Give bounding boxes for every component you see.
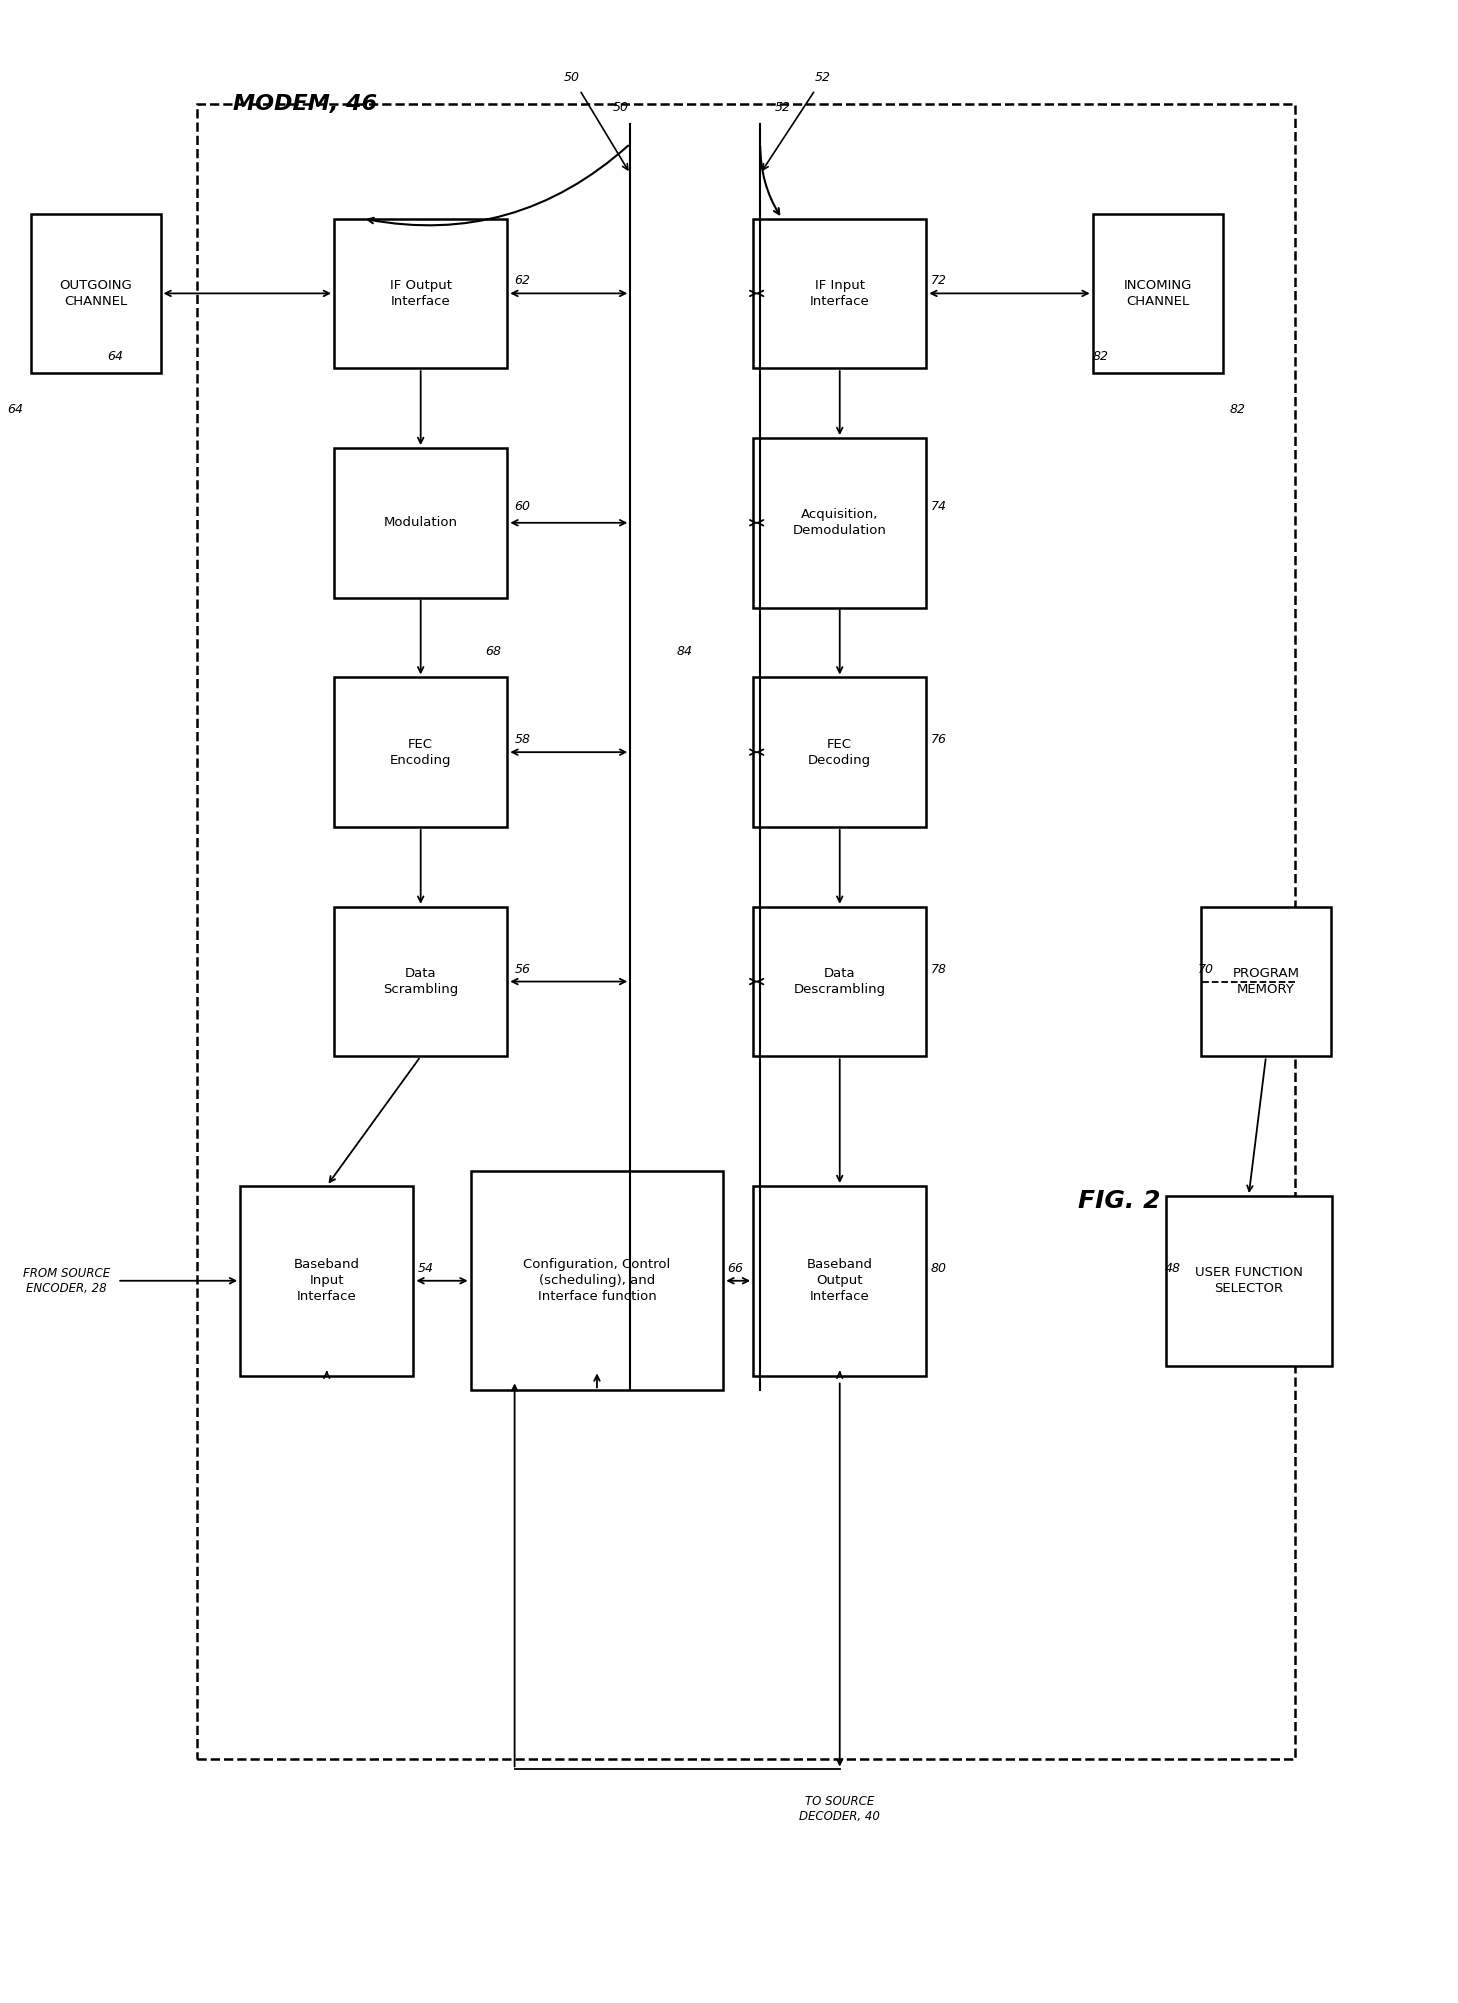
Text: Configuration, Control
(scheduling), and
Interface function: Configuration, Control (scheduling), and… <box>523 1258 671 1304</box>
Text: 52: 52 <box>815 70 831 84</box>
Text: PROGRAM
MEMORY: PROGRAM MEMORY <box>1232 967 1299 995</box>
FancyBboxPatch shape <box>334 677 507 827</box>
Text: Acquisition,
Demodulation: Acquisition, Demodulation <box>793 509 886 537</box>
Text: 82: 82 <box>1092 351 1108 363</box>
Text: FROM SOURCE
ENCODER, 28: FROM SOURCE ENCODER, 28 <box>23 1266 111 1294</box>
FancyBboxPatch shape <box>1092 214 1223 373</box>
Text: 76: 76 <box>930 733 946 747</box>
Text: FEC
Encoding: FEC Encoding <box>389 737 452 767</box>
FancyBboxPatch shape <box>752 1186 926 1376</box>
Text: 50: 50 <box>612 100 628 114</box>
FancyBboxPatch shape <box>1201 907 1331 1056</box>
Text: USER FUNCTION
SELECTOR: USER FUNCTION SELECTOR <box>1194 1266 1302 1296</box>
Text: 70: 70 <box>1198 963 1215 975</box>
FancyBboxPatch shape <box>1165 1196 1331 1366</box>
FancyBboxPatch shape <box>752 677 926 827</box>
Text: 64: 64 <box>106 351 122 363</box>
Text: 68: 68 <box>486 645 502 659</box>
FancyBboxPatch shape <box>471 1172 723 1390</box>
Text: FIG. 2: FIG. 2 <box>1077 1190 1161 1214</box>
Text: 62: 62 <box>515 274 531 286</box>
FancyBboxPatch shape <box>752 907 926 1056</box>
Text: Data
Scrambling: Data Scrambling <box>383 967 458 995</box>
FancyBboxPatch shape <box>241 1186 414 1376</box>
Text: Data
Descrambling: Data Descrambling <box>793 967 886 995</box>
Text: 78: 78 <box>930 963 946 975</box>
Text: 82: 82 <box>1231 403 1247 417</box>
Text: 50: 50 <box>564 70 580 84</box>
Text: 60: 60 <box>515 501 531 513</box>
Text: 84: 84 <box>677 645 693 659</box>
Text: 80: 80 <box>930 1262 946 1274</box>
Text: 66: 66 <box>728 1262 744 1274</box>
Text: MODEM, 46: MODEM, 46 <box>233 94 378 114</box>
Text: 52: 52 <box>774 100 790 114</box>
Text: Baseband
Output
Interface: Baseband Output Interface <box>806 1258 873 1304</box>
Text: TO SOURCE
DECODER, 40: TO SOURCE DECODER, 40 <box>799 1795 881 1823</box>
Text: IF Output
Interface: IF Output Interface <box>389 278 452 308</box>
Text: FEC
Decoding: FEC Decoding <box>808 737 872 767</box>
FancyBboxPatch shape <box>334 218 507 369</box>
FancyBboxPatch shape <box>31 214 160 373</box>
Text: 64: 64 <box>7 403 23 417</box>
FancyBboxPatch shape <box>334 907 507 1056</box>
Text: IF Input
Interface: IF Input Interface <box>809 278 869 308</box>
Text: 54: 54 <box>418 1262 434 1274</box>
Text: INCOMING
CHANNEL: INCOMING CHANNEL <box>1124 278 1191 308</box>
Text: 56: 56 <box>515 963 531 975</box>
Text: 72: 72 <box>930 274 946 286</box>
FancyBboxPatch shape <box>334 449 507 597</box>
Text: Modulation: Modulation <box>383 517 458 529</box>
FancyBboxPatch shape <box>752 218 926 369</box>
Text: 58: 58 <box>515 733 531 747</box>
Text: Baseband
Input
Interface: Baseband Input Interface <box>293 1258 360 1304</box>
FancyBboxPatch shape <box>752 439 926 607</box>
Text: 48: 48 <box>1165 1262 1181 1274</box>
Text: 74: 74 <box>930 501 946 513</box>
Text: OUTGOING
CHANNEL: OUTGOING CHANNEL <box>60 278 131 308</box>
